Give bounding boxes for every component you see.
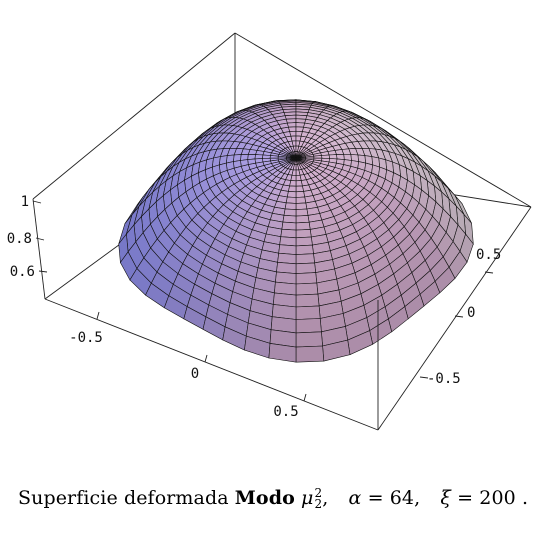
surface-cell bbox=[282, 214, 297, 224]
front-right-axis: 0.5 0 -0.5 bbox=[419, 247, 501, 387]
vertical-axis: 1 0.8 0.6 bbox=[7, 194, 48, 280]
surface-cell bbox=[295, 191, 306, 198]
surface-cell bbox=[295, 174, 302, 182]
surface-cell bbox=[279, 236, 297, 247]
surface-cell bbox=[295, 221, 311, 231]
surface-cell bbox=[280, 228, 297, 239]
surface-cell bbox=[295, 122, 306, 128]
caption-period: . bbox=[522, 487, 529, 509]
surface-cell bbox=[295, 272, 318, 285]
surface-cell bbox=[295, 236, 313, 247]
surface-cell bbox=[288, 185, 297, 193]
y-tick-label: -0.5 bbox=[427, 371, 461, 387]
surface-cell bbox=[295, 244, 314, 255]
surface-cell bbox=[295, 180, 303, 187]
surface-cell bbox=[269, 155, 279, 159]
caption-text: Superficie deformada bbox=[18, 487, 229, 509]
surface-cell bbox=[295, 215, 310, 224]
surface-cell bbox=[286, 191, 297, 198]
y-tick-label: 0.5 bbox=[476, 247, 501, 263]
surface-cell bbox=[281, 221, 297, 231]
x-tick-label: 0 bbox=[191, 366, 199, 382]
caption-xi-symbol: ξ bbox=[440, 487, 451, 509]
surface-cell bbox=[295, 196, 307, 204]
surface-cell bbox=[295, 262, 317, 274]
surface-cell bbox=[295, 331, 323, 348]
z-tick-label: 1 bbox=[21, 194, 29, 210]
deformed-surface-plot: 1 0.8 0.6 -0.5 0 0.5 0.5 0 -0.5 bbox=[7, 32, 532, 431]
surface-cell bbox=[290, 174, 297, 182]
surface-cell bbox=[295, 229, 312, 239]
surface-cell bbox=[277, 252, 297, 265]
y-tick-label: 0 bbox=[467, 305, 475, 321]
surface-cell bbox=[327, 150, 337, 156]
surface-cell bbox=[268, 343, 297, 363]
surface-cell bbox=[285, 196, 297, 204]
surface-cell bbox=[284, 202, 297, 210]
surface-cell bbox=[295, 345, 325, 363]
surface-cell bbox=[313, 155, 323, 159]
surface-cell bbox=[295, 253, 315, 265]
surface-cell bbox=[255, 150, 265, 156]
surface-cell bbox=[295, 185, 304, 193]
caption-alpha-value: = 64, bbox=[367, 487, 421, 509]
surface-cell bbox=[295, 208, 309, 217]
surface-cell bbox=[295, 318, 322, 334]
x-tick-label: 0.5 bbox=[273, 404, 298, 420]
surface-cell bbox=[295, 305, 321, 320]
surface-cell bbox=[295, 282, 319, 296]
x-tick-label: -0.5 bbox=[69, 330, 103, 346]
caption-mode-label: Modo bbox=[234, 487, 295, 509]
z-tick-label: 0.6 bbox=[10, 264, 35, 280]
bounding-box-front-edges bbox=[32, 198, 532, 431]
front-left-axis: -0.5 0 0.5 bbox=[69, 311, 307, 420]
surface-cell bbox=[295, 293, 320, 308]
surface-cell bbox=[283, 208, 297, 217]
surface-cell bbox=[286, 122, 297, 128]
surface-cell bbox=[295, 202, 308, 210]
dome-surface bbox=[118, 99, 474, 363]
caption-alpha-symbol: α bbox=[348, 487, 362, 509]
z-tick-label: 0.8 bbox=[7, 231, 32, 247]
surface-cell bbox=[289, 180, 297, 187]
caption-xi-value: = 200 bbox=[457, 487, 516, 509]
